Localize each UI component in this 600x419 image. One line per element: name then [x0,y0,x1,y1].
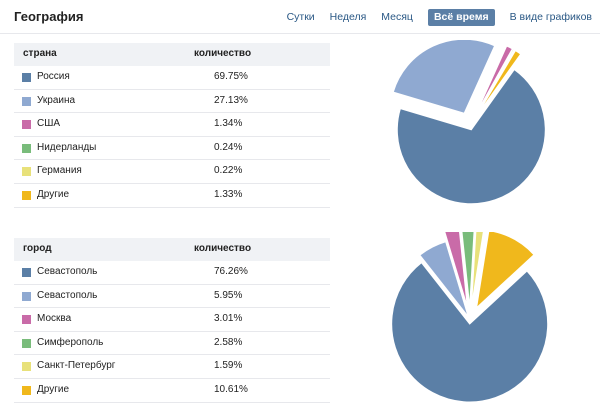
tab-week[interactable]: Неделя [329,11,367,23]
table-row: Россия 69.75% [14,66,330,90]
row-value: 10.61% [214,383,248,395]
city-table: город количество Севастополь 76.26% Сева… [14,238,330,403]
pie-slice-0[interactable] [391,261,549,403]
pie-slice-1[interactable] [392,40,496,114]
page-header: География Сутки Неделя Месяц Всё время В… [0,0,600,34]
table-row: Украина 27.13% [14,90,330,114]
country-table: страна количество Россия 69.75% Украина … [14,43,330,208]
period-tabs: Сутки Неделя Месяц Всё время В виде граф… [272,9,592,26]
page-title: География [14,9,84,24]
pie-slice-5[interactable] [475,232,535,310]
legend-swatch [22,338,31,348]
row-value: 2.58% [214,336,243,348]
row-label: Севастополь [37,289,98,301]
legend-swatch [22,385,31,395]
table-header: страна количество [14,43,330,66]
legend-swatch [22,291,31,301]
row-label: Россия [37,71,70,82]
table-row: Нидерланды 0.24% [14,137,330,161]
city-pie-chart [391,232,549,403]
pie-slice-2[interactable] [475,45,513,114]
pie-slice-5[interactable] [477,49,522,115]
column-header-count: количество [194,48,252,59]
row-label: Симферополь [37,336,104,348]
row-value: 5.95% [214,289,243,301]
row-value: 1.33% [214,188,243,200]
tab-month[interactable]: Месяц [381,11,413,23]
table-row: Севастополь 5.95% [14,285,330,309]
row-label: Германия [37,165,82,177]
table-row: США 1.34% [14,113,330,137]
row-label: Украина [37,94,76,106]
column-header-country: страна [23,48,57,59]
legend-swatch [22,167,31,177]
legend-swatch [22,73,31,82]
row-value: 76.26% [214,266,248,277]
legend-swatch [22,120,31,130]
table-row: Санкт-Петербург 1.59% [14,355,330,379]
row-value: 27.13% [214,94,248,106]
row-label: Другие [37,383,70,395]
tab-all-time[interactable]: Всё время [427,9,495,26]
legend-swatch [22,268,31,277]
legend-swatch [22,315,31,325]
row-label: Санкт-Петербург [37,360,116,372]
pie-slice-3[interactable] [461,232,475,307]
row-label: Нидерланды [37,141,97,153]
tab-day[interactable]: Сутки [286,11,315,23]
pie-slice-4[interactable] [476,49,516,115]
row-value: 1.34% [214,118,243,130]
pie-slice-1[interactable] [419,241,469,317]
column-header-count: количество [194,243,252,254]
table-row: Другие 1.33% [14,184,330,208]
tab-as-charts[interactable]: В виде графиков [509,11,592,23]
row-label: Севастополь [37,266,98,277]
table-row: Москва 3.01% [14,308,330,332]
row-value: 3.01% [214,313,243,325]
country-pie-chart [392,40,546,205]
legend-swatch [22,96,31,106]
row-value: 69.75% [214,71,248,82]
table-row: Другие 10.61% [14,379,330,403]
row-label: Другие [37,188,70,200]
row-value: 0.24% [214,141,243,153]
legend-swatch [22,190,31,200]
row-label: Москва [37,313,72,325]
legend-swatch [22,362,31,372]
pie-slice-2[interactable] [444,232,468,307]
table-row: Севастополь 76.26% [14,261,330,285]
row-value: 0.22% [214,165,243,177]
pie-slice-4[interactable] [471,232,484,307]
pie-slice-0[interactable] [396,68,546,205]
table-row: Германия 0.22% [14,160,330,184]
table-row: Симферополь 2.58% [14,332,330,356]
row-value: 1.59% [214,360,243,372]
table-header: город количество [14,238,330,261]
row-label: США [37,118,61,130]
legend-swatch [22,143,31,153]
column-header-city: город [23,243,52,254]
